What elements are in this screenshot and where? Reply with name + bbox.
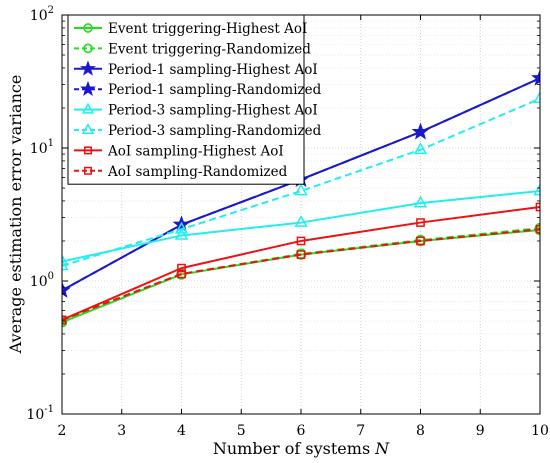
data-point: [62, 254, 69, 266]
series-line: [62, 228, 540, 321]
data-point: [534, 222, 540, 234]
legend-item: Period-3 sampling-Highest AoI: [74, 103, 318, 119]
legend-marker: [83, 23, 93, 33]
y-axis-label: Average estimation error variance: [6, 75, 25, 355]
data-point: [294, 215, 308, 227]
legend-item: Period-3 sampling-Randomized: [74, 123, 322, 139]
x-axis-label-variable: N: [374, 439, 390, 458]
data-point: [535, 224, 540, 234]
legend-item: AoI sampling-Randomized: [74, 164, 288, 180]
x-tick-label: 5: [237, 423, 246, 439]
y-tick-label-base: 10: [26, 407, 44, 423]
legend-marker: [80, 60, 96, 76]
x-axis-label-text: Number of systems: [213, 439, 370, 458]
data-point: [296, 250, 306, 259]
legend-item: Period-1 sampling-Randomized: [74, 80, 322, 98]
data-point: [411, 122, 430, 140]
data-point: [62, 258, 69, 271]
x-tick-label: 9: [476, 423, 485, 439]
data-point: [533, 91, 540, 103]
legend-item: Event triggering-Randomized: [74, 41, 311, 57]
legend-label: AoI sampling-Highest AoI: [107, 143, 284, 159]
data-point: [413, 142, 428, 155]
x-tick-label: 4: [177, 423, 186, 439]
legend-marker: [81, 123, 95, 134]
y-tick-label-exponent: 2: [48, 5, 54, 16]
series-7: [62, 202, 540, 325]
data-point: [177, 263, 186, 273]
data-point: [177, 269, 186, 279]
x-tick-label: 3: [117, 423, 126, 439]
legend-item: AoI sampling-Highest AoI: [74, 143, 284, 159]
data-point: [533, 183, 540, 196]
legend-item: Event triggering-Highest AoI: [74, 21, 307, 37]
legend-marker: [80, 80, 96, 96]
series-line: [62, 206, 540, 321]
data-point: [294, 183, 308, 196]
y-tick-label: 102: [30, 5, 54, 24]
legend-label: AoI sampling-Randomized: [107, 164, 288, 180]
y-tick-label: 101: [30, 138, 54, 157]
x-tick-label: 2: [58, 423, 67, 439]
x-tick-label: 8: [416, 423, 425, 439]
data-point: [531, 69, 540, 86]
series-line: [62, 97, 540, 267]
y-tick-label-exponent: 0: [48, 271, 54, 282]
series-line: [62, 190, 540, 263]
legend-label: Event triggering-Highest AoI: [108, 21, 307, 37]
data-point: [416, 218, 425, 227]
x-tick-label: 10: [531, 423, 549, 439]
y-tick-label: 10-1: [26, 404, 54, 423]
legend-box: [67, 14, 305, 185]
legend-label: Period-1 sampling-Highest AoI: [108, 62, 318, 78]
legend-marker: [84, 166, 92, 175]
series-5: [62, 183, 540, 266]
data-point: [535, 202, 540, 212]
data-point: [174, 221, 189, 234]
legend-marker: [84, 146, 92, 155]
data-point: [62, 315, 68, 327]
x-tick-label: 7: [356, 423, 365, 439]
y-tick-label-exponent: 1: [48, 138, 54, 149]
legend-marker: [83, 43, 93, 54]
y-tick-label-exponent: -1: [44, 404, 54, 415]
legend-label: Period-3 sampling-Randomized: [108, 123, 322, 139]
data-point: [416, 236, 425, 246]
y-tick-label-base: 10: [30, 141, 48, 157]
legend-label: Event triggering-Randomized: [108, 41, 311, 57]
legend-item: Period-1 sampling-Highest AoI: [74, 60, 318, 78]
data-point: [174, 227, 189, 240]
data-point: [62, 281, 71, 298]
data-point: [413, 195, 428, 208]
series-6: [62, 91, 540, 271]
legend-label: Period-3 sampling-Highest AoI: [108, 103, 318, 119]
legend-marker: [81, 102, 95, 114]
x-axis-label: Number of systems N: [213, 439, 390, 458]
y-tick-label-base: 10: [30, 274, 48, 290]
y-tick-label: 100: [30, 271, 54, 290]
x-tick-label: 6: [297, 423, 306, 439]
y-tick-label-base: 10: [30, 8, 48, 24]
legend-label: Period-1 sampling-Randomized: [108, 82, 322, 98]
data-point: [296, 236, 306, 246]
legend: Event triggering-Highest AoI Event trigge…: [67, 14, 322, 185]
